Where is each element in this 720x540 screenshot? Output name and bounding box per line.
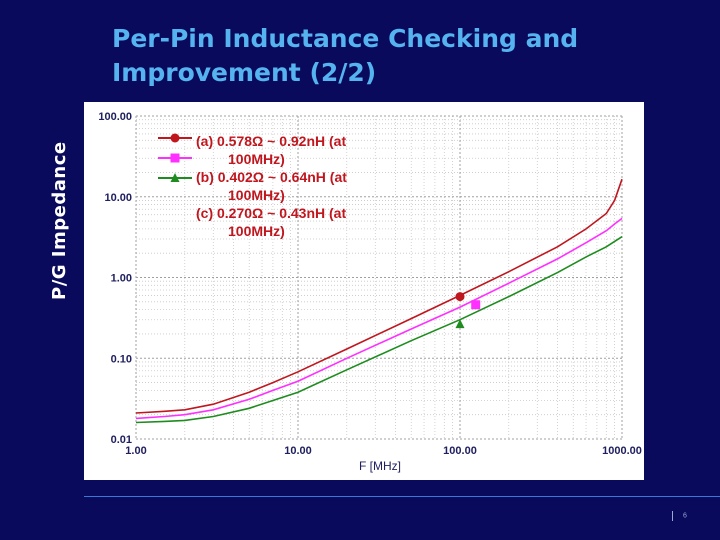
series-line-circle	[135, 178, 623, 414]
y-axis-label: P/G Impedance	[49, 141, 70, 300]
page-number-text: 6	[683, 512, 687, 520]
x-tick-label: 1.00	[125, 445, 146, 457]
x-tick-label: 1000.00	[602, 445, 642, 457]
footer-rule	[84, 496, 720, 497]
series-line-triangle	[135, 236, 623, 424]
y-tick-label: 10.00	[104, 192, 132, 204]
series-markers	[455, 292, 481, 329]
legend-circle-icon	[170, 133, 180, 143]
y-tick-label: 100.00	[98, 111, 132, 123]
series-line-square	[135, 217, 623, 420]
legend-label: (c) 0.270Ω ~ 0.43nH (at	[196, 205, 346, 221]
legend: (a) 0.578Ω ~ 0.92nH (at 100MHz) (b) 0.402Ω…	[158, 133, 347, 239]
legend-label: (b) 0.402Ω ~ 0.64nH (at	[196, 169, 347, 185]
chart-panel: 100.00 10.00 1.00 0.10 0.01 1.00 10.00 100.00 1…	[84, 102, 644, 480]
slide-title: Per-Pin Inductance Checking and Improvem…	[112, 22, 672, 90]
x-axis-label: F [MHz]	[359, 459, 401, 473]
x-tick-labels: 1.00 10.00 100.00 1000.00	[125, 445, 642, 457]
slide-title-line1: Per-Pin Inductance Checking and	[112, 24, 579, 53]
series-lines	[135, 178, 623, 424]
legend-label: 100MHz)	[228, 151, 285, 167]
square-marker	[471, 300, 481, 310]
y-tick-label: 0.10	[111, 353, 132, 365]
legend-triangle-icon	[170, 173, 180, 182]
legend-label: 100MHz)	[228, 187, 285, 203]
y-tick-label: 0.01	[111, 434, 132, 446]
y-tick-labels: 100.00 10.00 1.00 0.10 0.01	[98, 111, 132, 446]
page-number-divider	[672, 511, 673, 522]
y-tick-label: 1.00	[111, 273, 132, 285]
x-tick-label: 100.00	[443, 445, 477, 457]
slide-title-line2: Improvement (2/2)	[112, 58, 377, 87]
page-number: 6	[672, 510, 687, 522]
x-tick-label: 10.00	[284, 445, 312, 457]
legend-label: 100MHz)	[228, 223, 285, 239]
legend-square-icon	[170, 153, 180, 163]
triangle-marker	[455, 319, 465, 329]
circle-marker	[455, 292, 465, 302]
legend-label: (a) 0.578Ω ~ 0.92nH (at	[196, 133, 346, 149]
grid	[135, 115, 623, 440]
